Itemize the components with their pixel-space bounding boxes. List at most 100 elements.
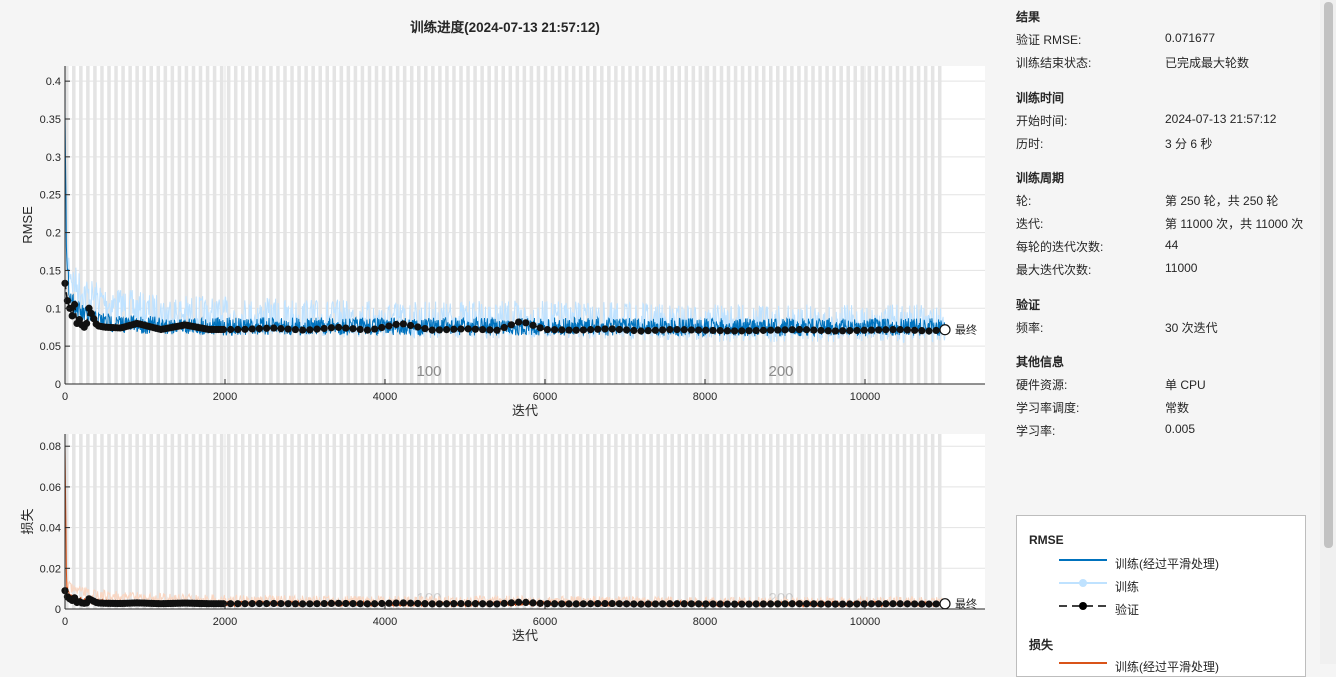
epoch-band [417, 66, 421, 384]
epoch-band [156, 66, 161, 384]
validation-markers [61, 279, 948, 335]
validation-marker [277, 324, 285, 333]
validation-marker [774, 600, 782, 608]
epoch-band [170, 66, 175, 384]
epoch-band [846, 66, 850, 384]
epoch-band [536, 434, 541, 609]
info-row: 学习率调度: 常数 [1016, 399, 1316, 415]
y-tick-label: 0.2 [46, 228, 61, 240]
validation-marker [313, 325, 321, 333]
validation-marker [320, 324, 328, 333]
validation-marker [803, 600, 811, 608]
y-tick-label: 0.15 [40, 265, 61, 277]
epoch-band [663, 66, 667, 384]
validation-marker [680, 600, 688, 608]
epoch-band [402, 434, 407, 609]
validation-marker [709, 600, 717, 608]
validation-marker [385, 599, 393, 607]
info-key: 学习率调度: [1016, 401, 1080, 415]
validation-marker [810, 600, 818, 608]
validation-marker [83, 319, 91, 328]
validation-marker [579, 600, 588, 608]
y-tick-label: 0 [55, 604, 61, 616]
x-axis-label: 迭代 [512, 403, 538, 418]
epoch-band [487, 434, 491, 609]
epoch-band [163, 66, 168, 384]
epoch-band [790, 66, 794, 384]
validation-marker [299, 326, 307, 334]
epoch-band [487, 66, 491, 384]
epoch-label: 200 [768, 363, 793, 380]
info-row: 频率: 30 次迭代 [1016, 319, 1316, 335]
chart-title: 训练进度(2024-07-13 21:57:12) [410, 20, 600, 35]
epoch-band [578, 434, 583, 609]
epoch-band [811, 434, 815, 609]
validation-marker [349, 325, 357, 333]
validation-marker [637, 327, 645, 335]
epoch-band [656, 434, 660, 609]
y-tick-label: 0.08 [40, 441, 61, 453]
validation-marker [248, 325, 256, 333]
validation-marker [695, 326, 703, 334]
validation-marker [644, 600, 652, 608]
validation-marker [479, 325, 487, 334]
validation-marker [450, 600, 458, 608]
epoch-band [409, 66, 414, 384]
epoch-band [149, 66, 153, 384]
info-value: 已完成最大轮数 [1165, 56, 1250, 70]
epoch-band [839, 66, 843, 384]
validation-marker [543, 325, 552, 334]
epoch-band [367, 434, 372, 609]
epoch-band [269, 66, 273, 384]
rmse-chart: 100 200 最终 0 2000 4000 6000 8000 10000 0 0.05 0.1 0.… [20, 65, 985, 418]
y-axis-label: RMSE [20, 206, 35, 244]
epoch-band [642, 434, 646, 609]
epoch-band [677, 66, 681, 384]
epoch-band [691, 66, 696, 384]
info-value: 30 次迭代 [1165, 321, 1218, 335]
epoch-band [614, 66, 618, 384]
validation-marker [795, 600, 804, 608]
epoch-band [698, 66, 703, 384]
validation-marker [270, 599, 278, 608]
validation-marker [493, 326, 501, 334]
epoch-band [818, 434, 822, 609]
info-value: 0.071677 [1165, 31, 1216, 45]
validation-marker [515, 318, 523, 326]
y-tick-label: 0.06 [40, 482, 61, 494]
info-key: 学习率: [1016, 424, 1056, 438]
validation-marker [615, 325, 624, 334]
epoch-band [409, 434, 414, 609]
info-key: 最大迭代次数: [1016, 263, 1092, 277]
scrollbar-thumb[interactable] [1324, 2, 1333, 548]
validation-marker [875, 326, 883, 334]
validation-marker [414, 599, 422, 608]
epoch-band [839, 434, 843, 609]
epoch-band [452, 434, 456, 609]
x-tick-label: 0 [62, 616, 68, 628]
validation-marker [846, 600, 854, 608]
epoch-band [325, 66, 329, 384]
validation-marker [320, 599, 328, 608]
validation-marker [63, 297, 71, 305]
validation-marker [565, 600, 573, 608]
validation-marker [457, 325, 465, 333]
epoch-band [93, 66, 97, 384]
info-row: 开始时间: 2024-07-13 21:57:12 [1016, 112, 1316, 128]
validation-marker [219, 600, 227, 608]
epoch-band [909, 66, 914, 384]
epoch-band [402, 66, 407, 384]
vertical-scrollbar[interactable] [1320, 0, 1336, 664]
epoch-band [311, 434, 315, 609]
section-heading: 结果 [1016, 10, 1041, 24]
epoch-band [466, 66, 470, 384]
epoch-band [853, 434, 857, 609]
validation-marker [630, 326, 638, 335]
validation-marker [911, 600, 919, 608]
validation-marker [457, 599, 465, 608]
y-tick-label: 0.25 [40, 190, 61, 202]
y-tick-label: 0.1 [46, 303, 61, 315]
validation-marker [839, 600, 847, 608]
epoch-band [79, 66, 83, 384]
validation-marker [644, 327, 652, 335]
